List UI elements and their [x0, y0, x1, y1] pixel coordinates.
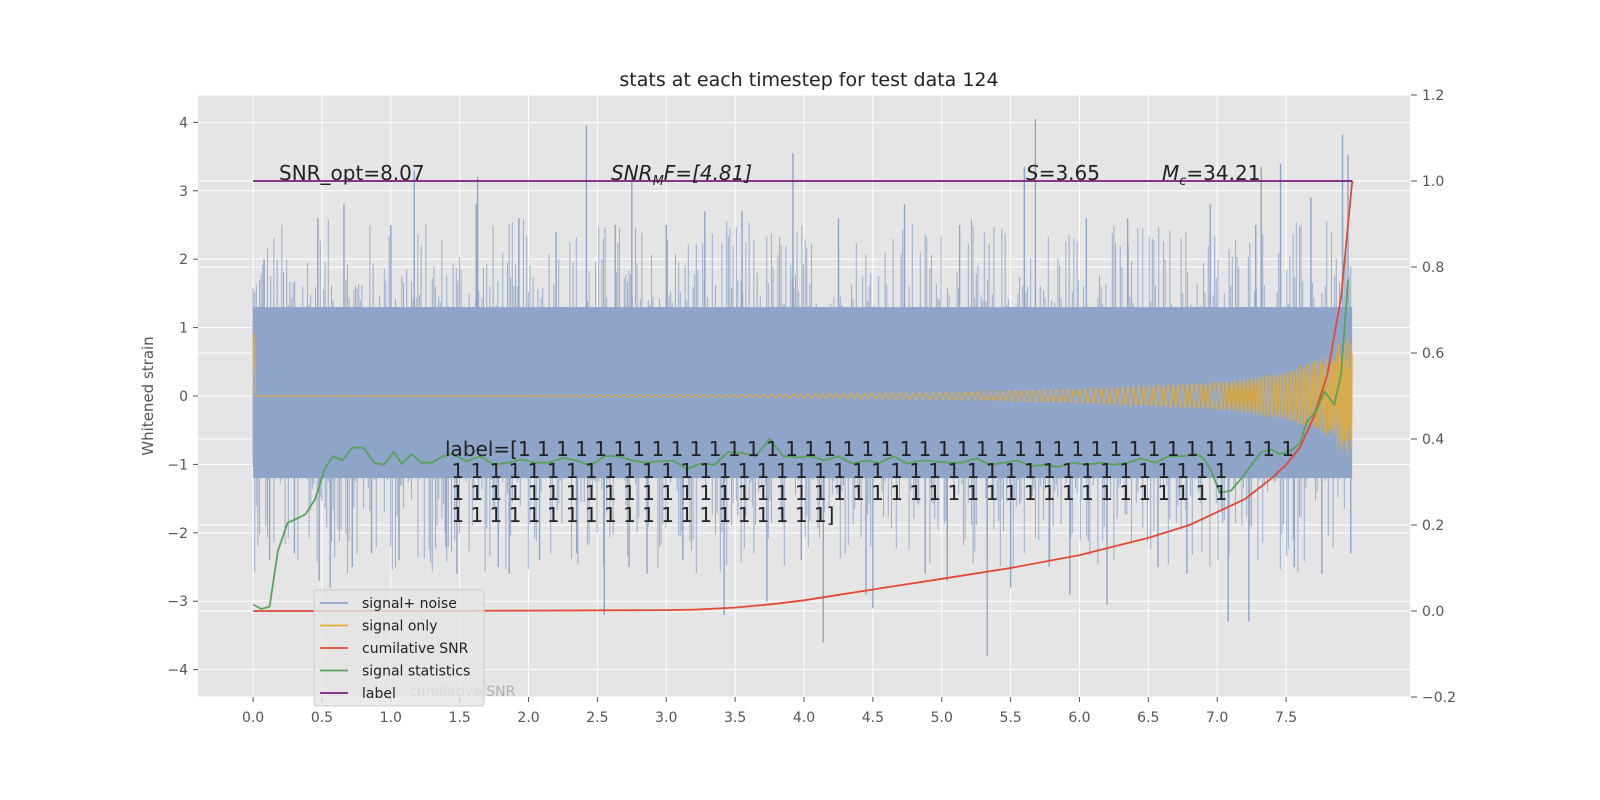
y2-tick-label: 0.2 [1422, 518, 1444, 534]
legend-entry-signal-only: signal only [320, 619, 437, 635]
y-tick-label: −1 [167, 457, 188, 473]
legend-label: label [362, 686, 396, 702]
x-tick-label: 6.0 [1068, 710, 1090, 726]
annotation-s: S=3.65 [1026, 161, 1100, 185]
y-tick-label: 3 [179, 184, 188, 200]
series-signal-only [252, 334, 1353, 459]
annotation-mc: Mc=34.21 [1162, 161, 1260, 189]
annotation-label-line: label=[1 1 1 1 1 1 1 1 1 1 1 1 1 1 1 1 1… [445, 437, 1294, 461]
y2-tick-label: 0.0 [1422, 604, 1444, 620]
y2-tick-label: 0.6 [1422, 346, 1444, 362]
mc-base: M [1162, 161, 1179, 185]
annotation-label-line: 1 1 1 1 1 1 1 1 1 1 1 1 1 1 1 1 1 1 1 1 … [445, 459, 1227, 483]
series-cumilative-snr [253, 180, 1354, 612]
legend-entry-label: label [320, 686, 396, 702]
annotation-snr-mf: SNRMF=[4.81] [611, 161, 752, 189]
mc-sub: c [1179, 174, 1186, 189]
x-tick-label: 3.0 [655, 710, 677, 726]
legend-label: signal+ noise [362, 596, 457, 612]
snr-mf-base: SNR [611, 161, 653, 185]
x-tick-label: 2.0 [517, 710, 539, 726]
y-tick-label: 0 [179, 389, 188, 405]
legend-label: signal statistics [362, 664, 470, 680]
annotation-label-line: 1 1 1 1 1 1 1 1 1 1 1 1 1 1 1 1 1 1 1 1] [445, 503, 834, 527]
y-axis-label: Whitened strain [139, 336, 157, 455]
x-tick-label: 7.0 [1206, 710, 1228, 726]
s-base: S [1026, 161, 1039, 185]
x-tick-label: 7.5 [1275, 710, 1297, 726]
x-tick-label: 6.5 [1137, 710, 1159, 726]
y-axis: −4 −3 −2 −1 0 1 2 3 4 [167, 115, 198, 679]
x-tick-label: 4.0 [793, 710, 815, 726]
x-tick-label: 0.0 [242, 710, 264, 726]
x-tick-label: 4.5 [862, 710, 884, 726]
chart-title: stats at each timestep for test data 124 [619, 69, 998, 91]
y-tick-label: 2 [179, 252, 188, 268]
snr-mf-sub: M [653, 174, 664, 189]
y2-tick-label: 1.2 [1422, 88, 1444, 104]
x-tick-label: 5.0 [931, 710, 953, 726]
annotation-label-line: 1 1 1 1 1 1 1 1 1 1 1 1 1 1 1 1 1 1 1 1 … [445, 481, 1227, 505]
legend-label: signal only [362, 619, 437, 635]
y-tick-label: 4 [179, 115, 188, 131]
annotation-snr-opt: SNR_opt=8.07 [279, 161, 425, 185]
x-axis: 0.0 0.5 1.0 1.5 2.0 2.5 3.0 3.5 4.0 4.5 5.0 5.5 6.0 6… [242, 697, 1297, 726]
series-signal-statistics [252, 279, 1349, 610]
y2-tick-label: 0.4 [1422, 432, 1444, 448]
y2-axis: −0.2 0.0 0.2 0.4 0.6 0.8 1.0 1.2 [1411, 88, 1456, 706]
x-tick-label: 2.5 [586, 710, 608, 726]
y-tick-label: −4 [167, 663, 188, 679]
signal-only-line [252, 334, 1353, 459]
legend-entry-signal-statistics: signal statistics [320, 664, 470, 680]
legend: signal+ noise signal only cumilative SNR si… [313, 589, 485, 707]
mc-rest: =34.21 [1186, 161, 1260, 185]
annotation-label-list: label=[1 1 1 1 1 1 1 1 1 1 1 1 1 1 1 1 1… [445, 437, 1294, 527]
legend-box [313, 589, 485, 707]
legend-entry-signal-noise: signal+ noise [320, 596, 457, 612]
series-layer [252, 118, 1354, 656]
y-tick-label: −3 [167, 594, 188, 610]
y2-tick-label: 1.0 [1422, 174, 1444, 190]
x-tick-label: 0.5 [311, 710, 333, 726]
legend-entry-cumilative-snr: cumilative SNR [320, 641, 469, 657]
x-tick-label: 1.0 [380, 710, 402, 726]
y-tick-label: 1 [179, 321, 188, 337]
y2-tick-label: 0.8 [1422, 260, 1444, 276]
y2-tick-label: −0.2 [1422, 690, 1456, 706]
s-rest: =3.65 [1039, 161, 1100, 185]
x-tick-label: 5.5 [999, 710, 1021, 726]
x-tick-label: 1.5 [449, 710, 471, 726]
legend-label: cumilative SNR [362, 641, 469, 657]
y-tick-label: −2 [167, 526, 188, 542]
snr-mf-rest: F=[4.81] [664, 161, 752, 185]
x-tick-label: 3.5 [724, 710, 746, 726]
